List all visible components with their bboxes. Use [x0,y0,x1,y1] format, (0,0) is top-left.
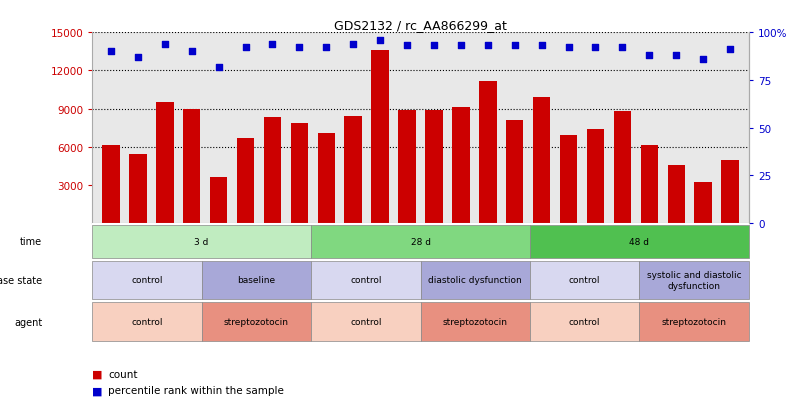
Bar [614,112,631,224]
Bar [587,130,604,224]
Bar [344,117,362,224]
Bar [506,121,524,224]
Point [105,49,118,55]
Text: percentile rank within the sample: percentile rank within the sample [108,385,284,395]
Text: 3 d: 3 d [195,237,209,246]
Point [481,43,494,50]
Bar [530,261,639,299]
Bar [103,146,119,224]
Bar [129,155,147,224]
Point [616,45,629,52]
Bar [92,303,202,341]
Point [266,41,279,48]
Point [723,47,736,54]
Bar [560,136,578,224]
Text: control: control [350,318,381,326]
Bar [156,103,174,224]
Bar [202,303,311,341]
Text: disease state: disease state [0,275,42,285]
Text: 48 d: 48 d [630,237,650,246]
Point [159,41,171,48]
Point [589,45,602,52]
Point [454,43,467,50]
Bar [202,261,311,299]
Bar [92,225,311,258]
Text: diastolic dysfunction: diastolic dysfunction [429,276,522,285]
Point [131,55,144,61]
Text: control: control [131,318,163,326]
Text: count: count [108,369,138,379]
Point [562,45,575,52]
Bar [311,261,421,299]
Bar [264,118,281,224]
Text: control: control [131,276,163,285]
Point [509,43,521,50]
Bar [530,225,749,258]
Bar [639,303,749,341]
Bar [311,303,421,341]
Bar [641,146,658,224]
Bar [667,165,685,224]
Bar [533,98,550,224]
Bar [237,138,254,224]
Text: control: control [350,276,381,285]
Bar [372,51,389,224]
Bar [530,303,639,341]
Bar [425,111,443,224]
Bar [291,123,308,224]
Text: streptozotocin: streptozotocin [443,318,508,326]
Bar [452,108,469,224]
Point [697,57,710,63]
Point [400,43,413,50]
Title: GDS2132 / rc_AA866299_at: GDS2132 / rc_AA866299_at [334,19,507,32]
Text: streptozotocin: streptozotocin [223,318,289,326]
Text: systolic and diastolic
dysfunction: systolic and diastolic dysfunction [647,271,742,290]
Bar [398,111,416,224]
Point [374,37,387,44]
Point [347,41,360,48]
Bar [639,261,749,299]
Bar [421,303,530,341]
Text: ■: ■ [92,369,103,379]
Bar [92,261,202,299]
Point [185,49,198,55]
Bar [421,261,530,299]
Text: control: control [569,276,601,285]
Point [212,64,225,71]
Text: ■: ■ [92,385,103,395]
Bar [311,225,530,258]
Text: baseline: baseline [237,276,276,285]
Text: control: control [569,318,601,326]
Point [239,45,252,52]
Point [535,43,548,50]
Point [293,45,306,52]
Point [428,43,441,50]
Bar [210,178,227,224]
Text: agent: agent [14,317,42,327]
Point [670,52,682,59]
Bar [722,160,739,224]
Point [643,52,656,59]
Bar [694,183,712,224]
Bar [183,109,200,224]
Text: 28 d: 28 d [411,237,430,246]
Point [320,45,332,52]
Text: streptozotocin: streptozotocin [662,318,727,326]
Bar [479,81,497,224]
Text: time: time [20,237,42,247]
Bar [317,133,335,224]
